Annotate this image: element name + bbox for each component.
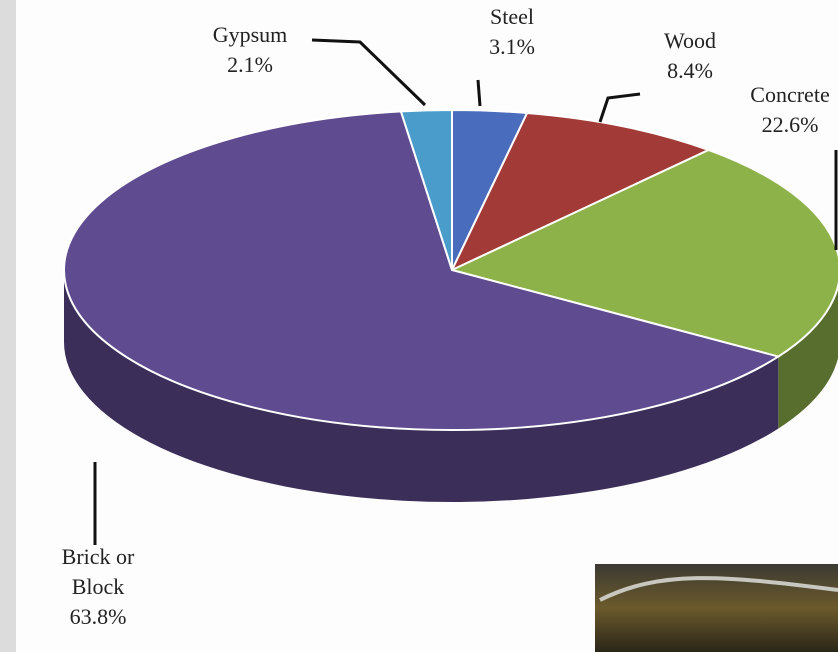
value-label: 22.6% bbox=[761, 112, 819, 137]
data-label: Brick or Block 63.8% bbox=[53, 542, 143, 632]
value-label: 8.4% bbox=[667, 58, 713, 83]
data-label: Concrete 22.6% bbox=[725, 80, 838, 140]
side-strip bbox=[0, 0, 16, 652]
pie bbox=[63, 108, 838, 502]
photo-road bbox=[599, 576, 838, 602]
value-label: 2.1% bbox=[227, 52, 273, 77]
pie-slice-side bbox=[778, 285, 838, 429]
category-label: Gypsum bbox=[212, 22, 288, 47]
category-label: Brick or Block bbox=[61, 544, 135, 599]
pie-slice bbox=[63, 110, 781, 431]
data-label: Steel 3.1% bbox=[452, 2, 572, 62]
pie-slice-side bbox=[64, 270, 779, 502]
data-label: Wood 8.4% bbox=[630, 26, 750, 86]
category-label: Steel bbox=[490, 4, 534, 29]
value-label: 63.8% bbox=[69, 604, 127, 629]
leader-line bbox=[476, 79, 482, 107]
leader-line bbox=[311, 38, 427, 107]
pie-slice bbox=[399, 108, 453, 271]
leader-lines bbox=[93, 38, 838, 545]
pie-slice bbox=[449, 111, 712, 273]
value-label: 3.1% bbox=[489, 34, 535, 59]
category-label: Wood bbox=[663, 28, 716, 53]
leader-line bbox=[598, 92, 641, 123]
category-label: Concrete bbox=[750, 82, 830, 107]
data-label: Gypsum 2.1% bbox=[185, 20, 315, 80]
